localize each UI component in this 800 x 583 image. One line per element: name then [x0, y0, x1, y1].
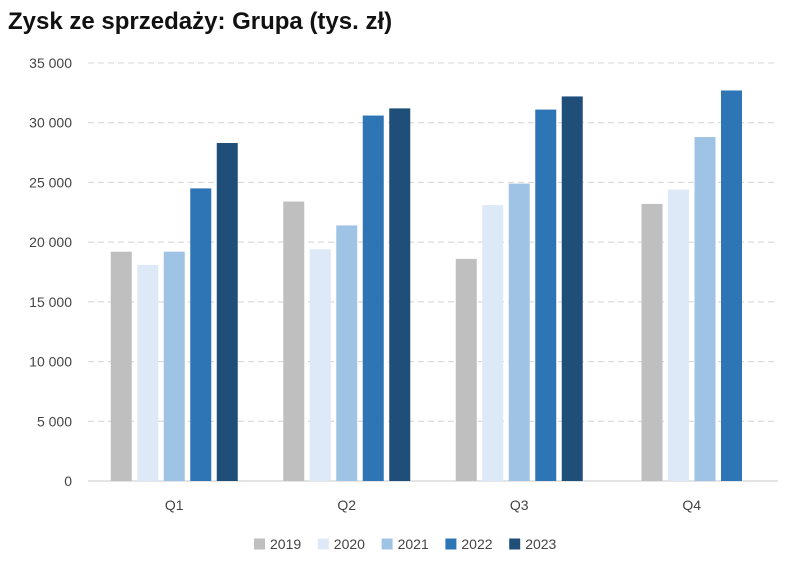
x-axis: Q1 Q2 Q3 Q4	[165, 497, 701, 513]
bar-Q1-2022	[190, 188, 212, 481]
x-tick-label: Q2	[337, 497, 356, 513]
chart-title: Zysk ze sprzedaży: Grupa (tys. zł)	[8, 8, 393, 35]
x-tick-label: Q3	[510, 497, 529, 513]
bar-Q2-2023	[389, 108, 411, 481]
y-tick-label: 5 000	[37, 413, 72, 429]
bar-Q1-2021	[163, 251, 185, 481]
legend-swatch-2023	[509, 538, 521, 550]
bar-Q4-2019	[641, 203, 663, 481]
bar-Q3-2020	[482, 205, 504, 481]
bar-Q1-2019	[110, 251, 132, 481]
legend-swatch-2019	[254, 538, 265, 550]
y-tick-label: 0	[64, 473, 72, 489]
y-tick-label: 10 000	[29, 354, 72, 370]
legend: 2019 2020 2021 2022 2023	[254, 536, 557, 552]
bar-Q2-2019	[283, 201, 305, 481]
y-tick-label: 25 000	[29, 174, 72, 190]
bar-Q2-2022	[362, 115, 384, 481]
bar-Q4-2020	[668, 189, 689, 481]
legend-swatch-2022	[445, 538, 457, 550]
bar-Q2-2020	[309, 249, 331, 481]
bar-Q3-2021	[508, 183, 530, 481]
x-tick-label: Q1	[165, 497, 184, 513]
y-tick-label: 20 000	[29, 234, 72, 250]
bar-Q3-2023	[561, 96, 583, 481]
bar-Q2-2021	[336, 225, 358, 481]
legend-label-2023: 2023	[525, 536, 556, 552]
y-axis: 0 5 000 10 000 15 000 20 000 25 000 30 000 35 0…	[29, 55, 72, 489]
legend-label-2020: 2020	[334, 536, 365, 552]
x-tick-label: Q4	[682, 497, 701, 513]
legend-label-2019: 2019	[270, 536, 301, 552]
legend-swatch-2021	[381, 538, 393, 550]
y-tick-label: 35 000	[29, 55, 72, 71]
y-tick-label: 30 000	[29, 115, 72, 131]
bar-Q1-2020	[137, 264, 159, 481]
bar-Q4-2022	[721, 90, 742, 482]
bar-Q3-2019	[455, 258, 477, 481]
bars	[110, 90, 742, 482]
legend-label-2021: 2021	[398, 536, 429, 552]
bar-Q3-2022	[535, 109, 557, 481]
legend-label-2022: 2022	[461, 536, 492, 552]
bar-Q1-2023	[216, 143, 238, 481]
bar-Q4-2021	[694, 137, 716, 481]
legend-swatch-2020	[317, 538, 329, 550]
y-tick-label: 15 000	[29, 294, 72, 310]
